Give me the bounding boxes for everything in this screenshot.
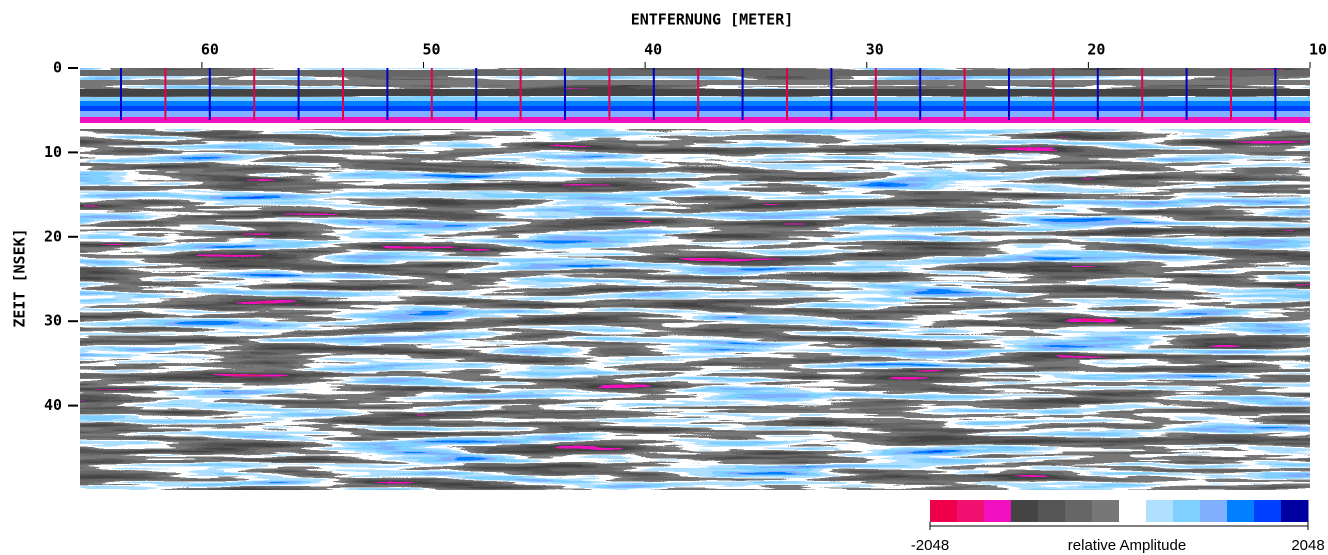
chart-title: ENTFERNUNG [METER]	[631, 11, 794, 29]
colorbar-cell	[984, 500, 1012, 522]
colorbar-label: relative Amplitude	[1068, 537, 1186, 554]
x-tick-label: 60	[201, 41, 219, 59]
radargram-texture	[80, 68, 1310, 490]
band	[80, 80, 1310, 85]
band	[80, 101, 1310, 106]
y-tick-label: 0	[53, 59, 62, 77]
colorbar-tick-label: -2048	[911, 537, 949, 554]
colorbar-cell	[1038, 500, 1066, 522]
y-tick-label: 40	[44, 396, 62, 414]
direct-wave	[80, 70, 1310, 129]
colorbar-cell	[1281, 500, 1309, 522]
colorbar-cell	[1146, 500, 1174, 522]
x-tick-label: 40	[644, 41, 662, 59]
colorbar-cell	[1065, 500, 1093, 522]
y-tick-label: 20	[44, 227, 62, 245]
x-tick-label: 20	[1087, 41, 1105, 59]
y-tick-label: 30	[44, 312, 62, 330]
y-axis-label: ZEIT [NSEK]	[11, 228, 29, 327]
band	[80, 70, 1310, 76]
colorbar-cell	[1200, 500, 1228, 522]
band	[80, 111, 1310, 117]
colorbar-tick-label: 2048	[1291, 537, 1324, 554]
colorbar-cell	[1227, 500, 1255, 522]
x-tick-label: 30	[866, 41, 884, 59]
colorbar-cell	[1011, 500, 1039, 522]
colorbar-cell	[1173, 500, 1201, 522]
y-tick-label: 10	[44, 143, 62, 161]
colorbar-cell	[1092, 500, 1120, 522]
band	[80, 123, 1310, 129]
colorbar-cell	[1254, 500, 1282, 522]
colorbar-cell	[930, 500, 958, 522]
band	[80, 89, 1310, 96]
x-tick-label: 50	[422, 41, 440, 59]
band	[80, 117, 1310, 123]
band	[80, 106, 1310, 111]
x-tick-label: 10	[1309, 41, 1327, 59]
band	[80, 97, 1310, 101]
colorbar-cell	[1119, 500, 1147, 522]
colorbar-cell	[957, 500, 985, 522]
